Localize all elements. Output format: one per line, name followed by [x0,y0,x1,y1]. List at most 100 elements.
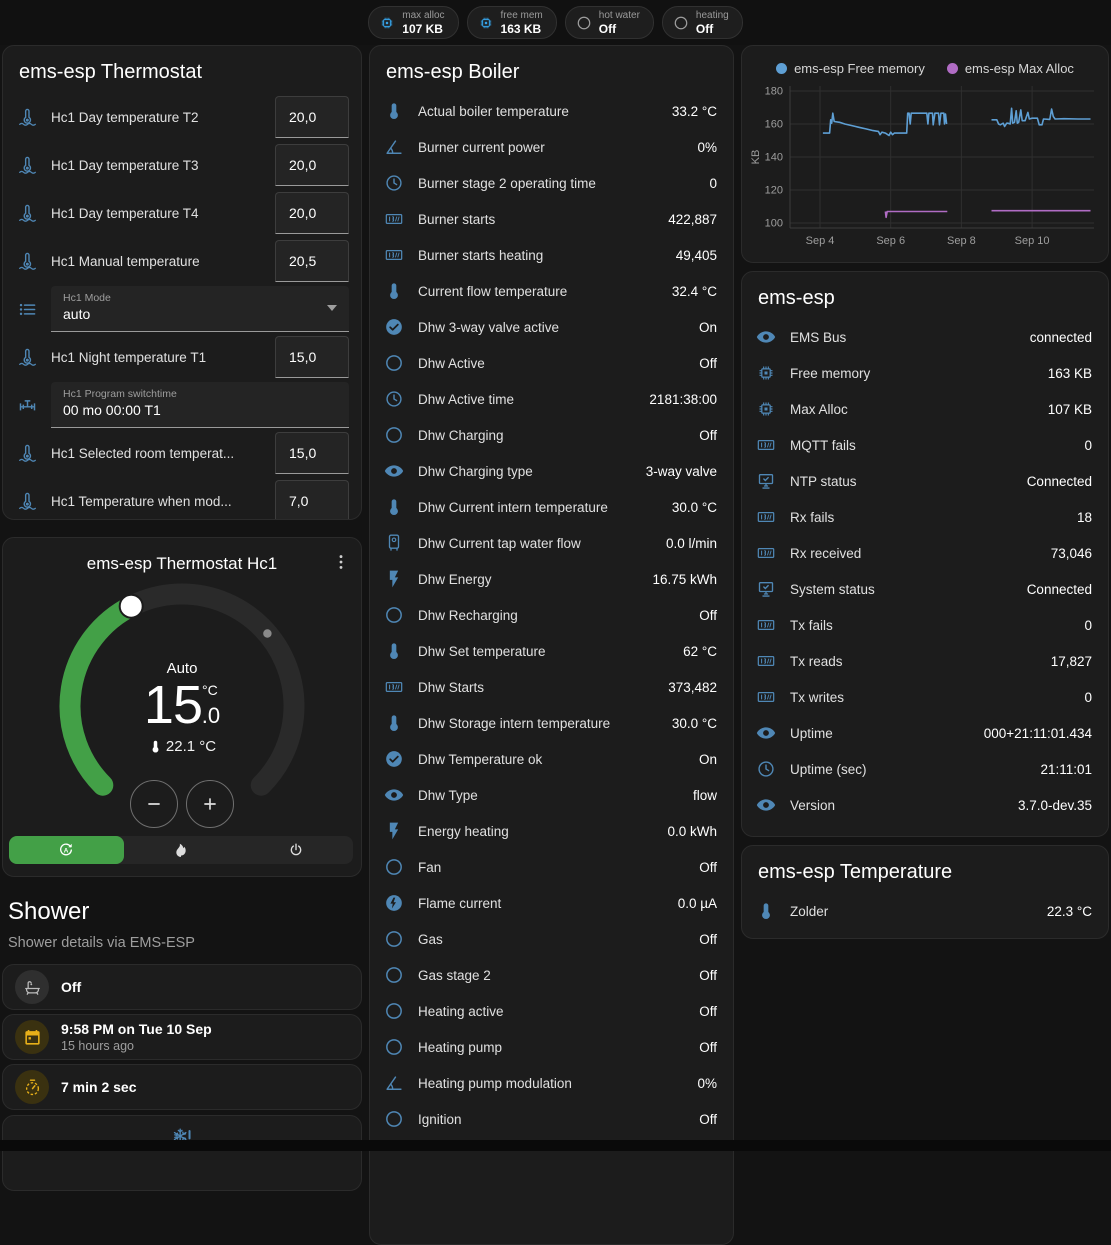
legend-item[interactable]: ems-esp Max Alloc [946,61,1074,76]
increase-temp-button[interactable] [186,780,234,828]
entity-row[interactable]: Dhw Recharging Off [370,597,733,633]
entity-row[interactable]: Burner starts 422,887 [370,201,733,237]
entity-row[interactable]: Tx reads 17,827 [742,643,1108,679]
entity-value: On [698,751,717,767]
entity-row[interactable]: Dhw Starts 373,482 [370,669,733,705]
entity-label: Dhw Current tap water flow [418,535,581,551]
entity-value: 0 [1084,617,1092,633]
entity-row[interactable]: Dhw Temperature ok On [370,741,733,777]
entity-row[interactable]: Dhw Charging Off [370,417,733,453]
entity-row[interactable]: Heating active Off [370,993,733,1029]
entity-value: 0 [1084,437,1092,453]
entity-row[interactable]: NTP status Connected [742,463,1108,499]
thermostat-row: Hc1 Day temperature T4 20,0 [3,189,361,237]
auto-mode-button[interactable]: A [9,836,124,864]
thermostat-dial-card: ems-esp Thermostat Hc1 Auto 15°C.0 22.1 … [2,537,362,877]
entity-row[interactable]: Heating pump modulation 0% [370,1065,733,1101]
entity-row[interactable]: Dhw Energy 16.75 kWh [370,561,733,597]
shower-card-secondary: 15 hours ago [61,1038,134,1053]
entity-row[interactable]: Energy heating 0.0 kWh [370,813,733,849]
entity-row[interactable]: Dhw Storage intern temperature 30.0 °C [370,705,733,741]
shower-card[interactable] [2,1115,362,1191]
entity-row[interactable]: Uptime (sec) 21:11:01 [742,751,1108,787]
chip-max-alloc[interactable]: max alloc 107 KB [368,6,459,39]
left-column: ems-esp Thermostat Hc1 Day temperature T… [2,45,362,1195]
number-input[interactable]: 15,0 [275,336,349,378]
number-input[interactable]: 7,0 [275,480,349,519]
heat-mode-button[interactable] [124,836,239,864]
mode-select[interactable]: Hc1 Mode auto [51,286,349,332]
entity-value: 373,482 [668,679,717,695]
counter-icon [756,435,776,455]
entity-label: Dhw Storage intern temperature [418,715,611,731]
entity-row[interactable]: Tx fails 0 [742,607,1108,643]
entity-row[interactable]: Burner stage 2 operating time 0 [370,165,733,201]
number-input[interactable]: 20,0 [275,192,349,234]
entity-row[interactable]: Version 3.7.0-dev.35 [742,787,1108,823]
entity-row[interactable]: Free memory 163 KB [742,355,1108,391]
thermometer-icon [384,101,404,121]
entity-label: Burner starts heating [418,247,544,263]
shower-card[interactable]: 7 min 2 sec [2,1064,362,1110]
entity-row[interactable]: MQTT fails 0 [742,427,1108,463]
entity-row[interactable]: Dhw 3-way valve active On [370,309,733,345]
entity-row[interactable]: EMS Bus connected [742,319,1108,355]
entity-row[interactable]: Dhw Active time 2181:38:00 [370,381,733,417]
circle-outline-icon [384,929,404,949]
entity-row[interactable]: Rx fails 18 [742,499,1108,535]
entity-row[interactable]: Zolder 22.3 °C [742,893,1108,929]
entity-value: Off [699,355,717,371]
number-input[interactable]: 20,5 [275,240,349,282]
number-input[interactable]: 15,0 [275,432,349,474]
text-input[interactable]: Hc1 Program switchtime 00 mo 00:00 T1 [51,382,349,428]
kebab-menu-icon[interactable] [331,552,351,572]
number-input[interactable]: 20,0 [275,144,349,186]
entity-row[interactable]: System status Connected [742,571,1108,607]
entity-value: Off [699,967,717,983]
entity-label: Hc1 Day temperature T4 [51,205,199,221]
chip-icon [756,363,776,383]
shower-card[interactable]: 9:58 PM on Tue 10 Sep 15 hours ago [2,1014,362,1060]
entity-row[interactable]: Heating pump Off [370,1029,733,1065]
entity-row[interactable]: Tx writes 0 [742,679,1108,715]
eye-icon [384,785,404,805]
auto-icon: A [58,842,74,858]
chip-heating[interactable]: heating Off [661,6,743,39]
entity-value: 73,046 [1050,545,1092,561]
number-input[interactable]: 20,0 [275,96,349,138]
bathtub-icon [23,978,42,997]
entity-row[interactable]: Flame current 0.0 µA [370,885,733,921]
entity-row[interactable]: Dhw Type flow [370,777,733,813]
entity-label: Hc1 Day temperature T2 [51,109,199,125]
entity-row[interactable]: Dhw Current tap water flow 0.0 l/min [370,525,733,561]
legend-dot-icon [946,62,958,74]
entity-row[interactable]: Burner current power 0% [370,129,733,165]
entity-row[interactable]: Max Alloc 107 KB [742,391,1108,427]
entity-row[interactable]: Dhw Set temperature 62 °C [370,633,733,669]
shower-card[interactable]: Off [2,964,362,1010]
entity-label: Burner current power [418,139,545,155]
entity-row[interactable]: Current flow temperature 32.4 °C [370,273,733,309]
legend-item[interactable]: ems-esp Free memory [776,61,925,76]
shower-card-primary: 7 min 2 sec [61,1078,137,1095]
circle-outline-icon [384,605,404,625]
entity-row[interactable]: Dhw Current intern temperature 30.0 °C [370,489,733,525]
entity-value: 0.0 kWh [667,823,717,839]
shower-section-header: Shower Shower details via EMS-ESP [8,898,356,951]
chip-hot-water[interactable]: hot water Off [564,6,654,39]
decrease-temp-button[interactable] [130,780,178,828]
entity-row[interactable]: Uptime 000+21:11:01.434 [742,715,1108,751]
entity-row[interactable]: Dhw Charging type 3-way valve [370,453,733,489]
entity-row[interactable]: Gas Off [370,921,733,957]
entity-row[interactable]: Rx received 73,046 [742,535,1108,571]
entity-row[interactable]: Fan Off [370,849,733,885]
entity-row[interactable]: Dhw Active Off [370,345,733,381]
temperature-card-title: ems-esp Temperature [758,861,953,883]
entity-row[interactable]: Burner starts heating 49,405 [370,237,733,273]
entity-row[interactable]: Actual boiler temperature 33.2 °C [370,93,733,129]
svg-text:140: 140 [765,152,783,164]
entity-row[interactable]: Ignition Off [370,1101,733,1137]
entity-row[interactable]: Gas stage 2 Off [370,957,733,993]
off-mode-button[interactable] [238,836,353,864]
chip-free-mem[interactable]: free mem 163 KB [466,6,557,39]
